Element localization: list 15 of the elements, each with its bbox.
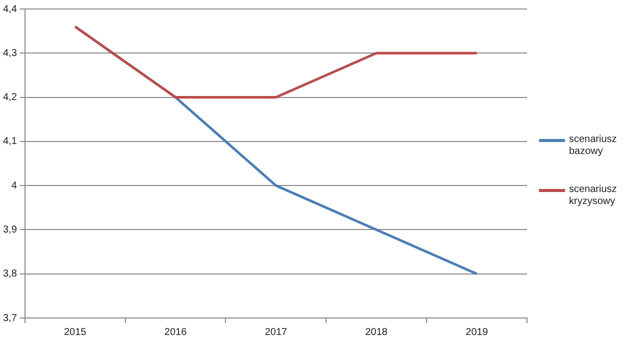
legend-label: scenariusz bazowy: [569, 134, 618, 158]
y-tick-label: 4: [11, 180, 18, 192]
x-tick-label: 2016: [164, 326, 188, 338]
x-tick-label: 2017: [264, 326, 288, 338]
x-tick-label: 2015: [64, 326, 87, 338]
y-tick-label: 3,9: [2, 224, 18, 236]
y-tick-label: 3,7: [2, 312, 18, 324]
y-tick-label: 4,2: [2, 92, 18, 104]
x-tick-label: 2019: [466, 326, 488, 338]
y-tick-label: 4,1: [2, 136, 18, 148]
y-tick-label: 4,3: [2, 48, 18, 59]
x-tick-label: 2018: [365, 326, 388, 338]
y-tick-label: 3,8: [2, 268, 18, 280]
legend-label: scenariusz kryzysowy: [569, 184, 618, 208]
y-tick-label: 4,4: [2, 4, 18, 15]
